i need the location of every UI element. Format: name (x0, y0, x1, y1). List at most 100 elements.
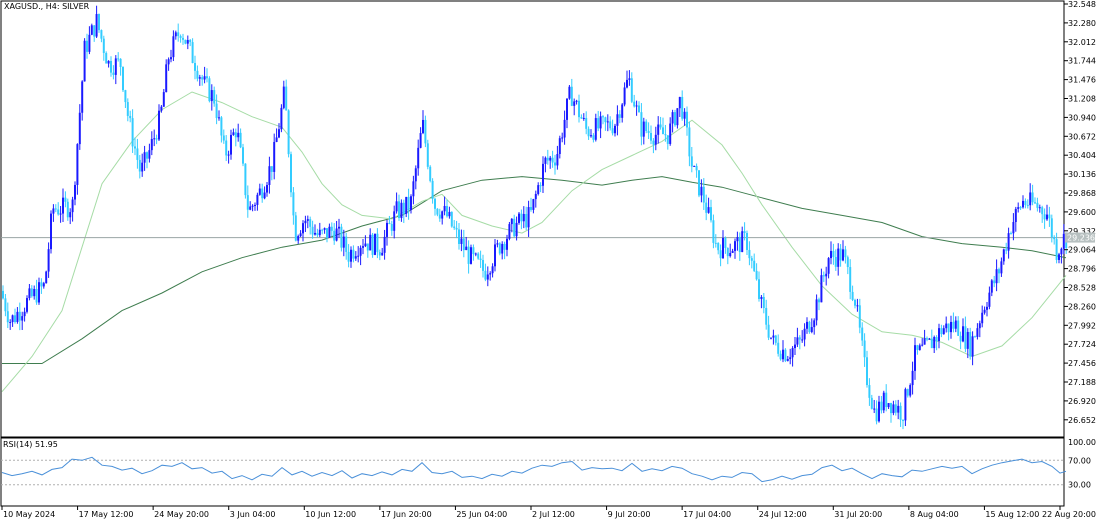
candle-bear (630, 78, 633, 102)
rsi-line (1, 456, 1067, 483)
candle-bear (712, 220, 715, 243)
candle-bear (189, 40, 192, 43)
candle-bear (40, 282, 43, 287)
candle-bear (138, 159, 141, 172)
candle-bull (186, 40, 189, 44)
price-tick-label: 31.208 (1068, 95, 1096, 104)
candle-bear (645, 121, 648, 132)
candle-bull (791, 348, 794, 358)
candle-bear (750, 258, 753, 261)
candle-bear (429, 166, 432, 181)
candle-bear (503, 243, 506, 250)
candle-bull (381, 252, 384, 256)
candle-bull (938, 328, 940, 342)
candle-bear (261, 188, 264, 199)
chart-symbol-label: XAGUSD., H4: SILVER (4, 2, 90, 11)
candle-bear (155, 138, 158, 140)
candle-bull (76, 144, 79, 185)
candle-bull (422, 119, 424, 134)
candle-bull (693, 165, 696, 167)
candle-bull (827, 258, 830, 274)
candle-bull (282, 86, 285, 108)
candle-bull (614, 125, 616, 134)
candle-bear (633, 101, 636, 107)
candle-bear (784, 349, 787, 361)
time-tick-label: 9 Jul 20:00 (608, 510, 651, 519)
candle-bull (374, 233, 376, 255)
price-tick-label: 30.940 (1068, 113, 1096, 122)
candle-bear (974, 336, 976, 338)
candle-bull (978, 323, 981, 329)
candle-bull (573, 101, 576, 106)
candle-bull (820, 275, 823, 303)
candle-bull (971, 336, 974, 357)
candle-bull (806, 321, 808, 329)
candle-bear (755, 270, 758, 280)
price-tick-label: 27.456 (1068, 359, 1096, 368)
candle-bear (880, 401, 883, 411)
candle-bull (1060, 248, 1063, 255)
candle-bear (453, 226, 456, 228)
candle-bear (866, 357, 868, 386)
candle-bear (854, 299, 856, 306)
candle-bear (131, 118, 134, 147)
candle-bull (278, 129, 280, 138)
candle-bear (1048, 214, 1051, 219)
candle-bull (95, 14, 98, 37)
candle-bull (676, 108, 679, 126)
candle-bear (326, 228, 328, 238)
candle-bear (4, 298, 7, 312)
candle-bear (570, 86, 573, 106)
price-tick-label: 26.652 (1068, 416, 1096, 425)
price-tick-label: 30.404 (1068, 151, 1096, 160)
candle-bear (611, 128, 614, 134)
time-tick-label: 17 Jun 20:00 (381, 510, 432, 519)
candle-bear (834, 256, 837, 267)
candle-bear (321, 229, 324, 231)
candle-bull (772, 335, 775, 338)
candle-bull (1007, 233, 1010, 251)
candle-bear (705, 202, 708, 213)
candle-bear (743, 231, 746, 233)
candle-bear (35, 288, 38, 303)
candle-bull (448, 211, 451, 217)
candle-bull (42, 283, 45, 287)
candle-bull (786, 359, 789, 361)
candle-bull (729, 252, 732, 257)
candle-bear (86, 40, 88, 52)
candle-bull (160, 106, 163, 111)
candle-bear (287, 110, 290, 155)
candle-bear (129, 115, 132, 119)
candle-bear (844, 249, 847, 258)
candle-bull (338, 226, 340, 229)
candle-bear (652, 140, 655, 145)
candle-bear (957, 320, 960, 336)
candle-bull (318, 229, 321, 236)
candle-bear (352, 249, 355, 259)
candle-bear (402, 202, 405, 214)
candle-bull (148, 150, 151, 159)
candle-bull (400, 202, 403, 219)
candle-bull (830, 250, 832, 259)
candle-bull (383, 236, 386, 253)
candle-bear (179, 36, 182, 38)
candle-bear (184, 39, 187, 44)
candle-bull (928, 338, 931, 340)
candle-bear (477, 253, 480, 259)
price-tick-label: 32.280 (1068, 19, 1096, 28)
candle-bear (592, 135, 595, 140)
candle-bull (362, 246, 364, 248)
candle-bull (621, 104, 624, 118)
candle-bull (616, 114, 619, 126)
candle-bull (203, 76, 206, 80)
candle-bear (964, 326, 967, 349)
candle-bear (551, 157, 554, 163)
candle-bear (959, 335, 962, 342)
candle-bear (424, 119, 427, 144)
price-tick-label: 29.600 (1068, 208, 1096, 217)
candle-bull (966, 331, 969, 349)
candle-bull (741, 231, 744, 253)
candle-bear (702, 186, 705, 203)
